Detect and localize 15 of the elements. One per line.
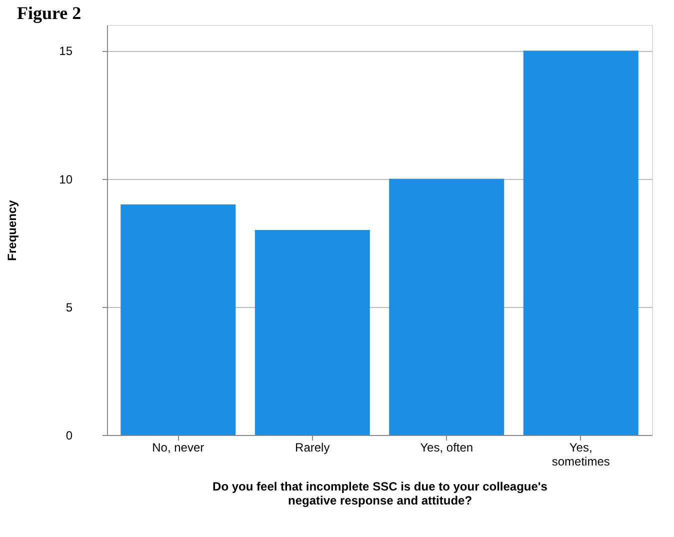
x-tick-label: Yes, sometimes <box>552 440 610 468</box>
y-tick-label: 5 <box>66 300 73 314</box>
x-tick-label: Yes, often <box>420 440 474 454</box>
bar <box>389 178 504 435</box>
bar <box>120 204 236 435</box>
x-tick-label: Rarely <box>295 440 330 454</box>
y-tick-label: 10 <box>59 172 73 186</box>
x-axis-title: Do you feel that incomplete SSC is due to your colleague's negative response and attitude? <box>212 480 548 508</box>
bar <box>254 230 370 435</box>
y-tick-label: 15 <box>59 44 73 58</box>
y-axis-title: Frequency <box>5 200 20 261</box>
x-tick-label: No, never <box>152 440 204 454</box>
chart-title: Figure 2 <box>17 3 82 23</box>
bar <box>523 50 638 435</box>
y-tick-label: 0 <box>66 428 73 442</box>
